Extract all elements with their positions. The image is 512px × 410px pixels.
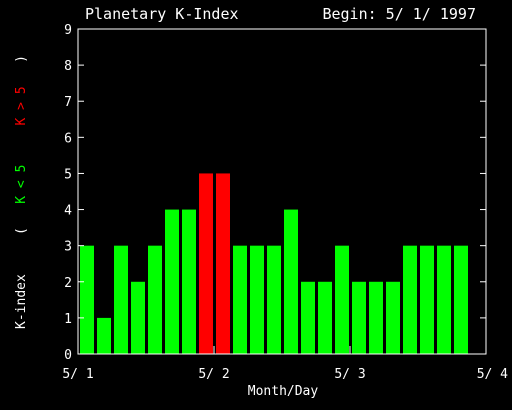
bar-19 <box>386 281 400 354</box>
bar-14 <box>301 281 315 354</box>
begin-date-label: Begin: 5/ 1/ 1997 <box>322 5 476 23</box>
y-tick-label-0: 0 <box>64 348 72 363</box>
x-tick-label-4: 5/ 4 <box>477 367 508 382</box>
bar-21 <box>420 245 434 354</box>
y-axis-label-high: K > 5 <box>14 86 29 125</box>
bar-17 <box>352 281 366 354</box>
bars <box>80 173 468 354</box>
x-tick-label-1: 5/ 1 <box>62 367 93 382</box>
y-axis-label-low: K < 5 <box>14 165 29 204</box>
bar-3 <box>114 245 128 354</box>
y-axis-label: K-index ( K < 5 K > 5 ) <box>14 55 29 329</box>
bar-13 <box>284 209 298 354</box>
y-tick-label-4: 4 <box>64 204 72 219</box>
bar-12 <box>267 245 281 354</box>
y-axis-label-open-paren: ( <box>14 227 29 235</box>
y-tick-label-5: 5 <box>64 167 72 182</box>
bar-11 <box>250 245 264 354</box>
x-tick-label-2: 5/ 2 <box>198 367 229 382</box>
y-axis-label-close-paren: ) <box>14 55 29 63</box>
y-tick-label-6: 6 <box>64 131 72 146</box>
bar-22 <box>437 245 451 354</box>
bar-20 <box>403 245 417 354</box>
plot-frame <box>77 28 487 355</box>
y-axis-label-main: K-index <box>14 274 29 329</box>
y-tick-label-9: 9 <box>64 23 72 38</box>
y-ticks: 0 1 2 3 4 5 6 7 8 9 <box>64 23 486 363</box>
bar-7 <box>182 209 196 354</box>
y-tick-label-3: 3 <box>64 240 72 255</box>
bar-10 <box>233 245 247 354</box>
bar-1 <box>80 245 94 354</box>
bar-18 <box>369 281 383 354</box>
x-axis-label: Month/Day <box>248 384 319 399</box>
x-ticks: 5/ 1 5/ 2 5/ 3 5/ 4 <box>62 346 508 382</box>
bar-8 <box>199 173 213 354</box>
y-tick-label-2: 2 <box>64 276 72 291</box>
bar-23 <box>454 245 468 354</box>
y-tick-label-1: 1 <box>64 312 72 327</box>
y-tick-label-8: 8 <box>64 59 72 74</box>
bar-15 <box>318 281 332 354</box>
bar-2 <box>97 317 111 354</box>
chart-title: Planetary K-Index <box>85 5 239 23</box>
y-tick-label-7: 7 <box>64 95 72 110</box>
bar-5 <box>148 245 162 354</box>
x-tick-label-3: 5/ 3 <box>334 367 365 382</box>
bar-4 <box>131 281 145 354</box>
bar-9 <box>216 173 230 354</box>
bar-6 <box>165 209 179 354</box>
bar-16 <box>335 245 349 354</box>
